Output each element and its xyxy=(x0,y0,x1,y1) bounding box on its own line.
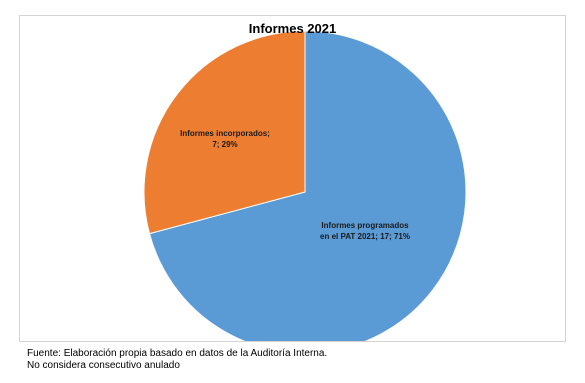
data-label-1: Informes incorporados; 7; 29% xyxy=(180,129,270,149)
source-note: Fuente: Elaboración propia basado en dat… xyxy=(27,348,328,359)
pie-chart: Informes programados en el PAT 2021; 17; … xyxy=(143,30,467,341)
pie-slices xyxy=(143,30,467,341)
note-text: No considera consecutivo anulado xyxy=(27,360,180,371)
data-label-0: Informes programados en el PAT 2021; 17; … xyxy=(320,221,410,241)
chart-frame: Informes 2021 Informes programados en el … xyxy=(19,15,566,342)
pie-slice-0 xyxy=(148,30,467,341)
pie-slice-1 xyxy=(143,30,306,235)
pie-labels: Informes programados en el PAT 2021; 17; … xyxy=(180,129,410,241)
chart-title: Informes 2021 xyxy=(248,21,337,36)
